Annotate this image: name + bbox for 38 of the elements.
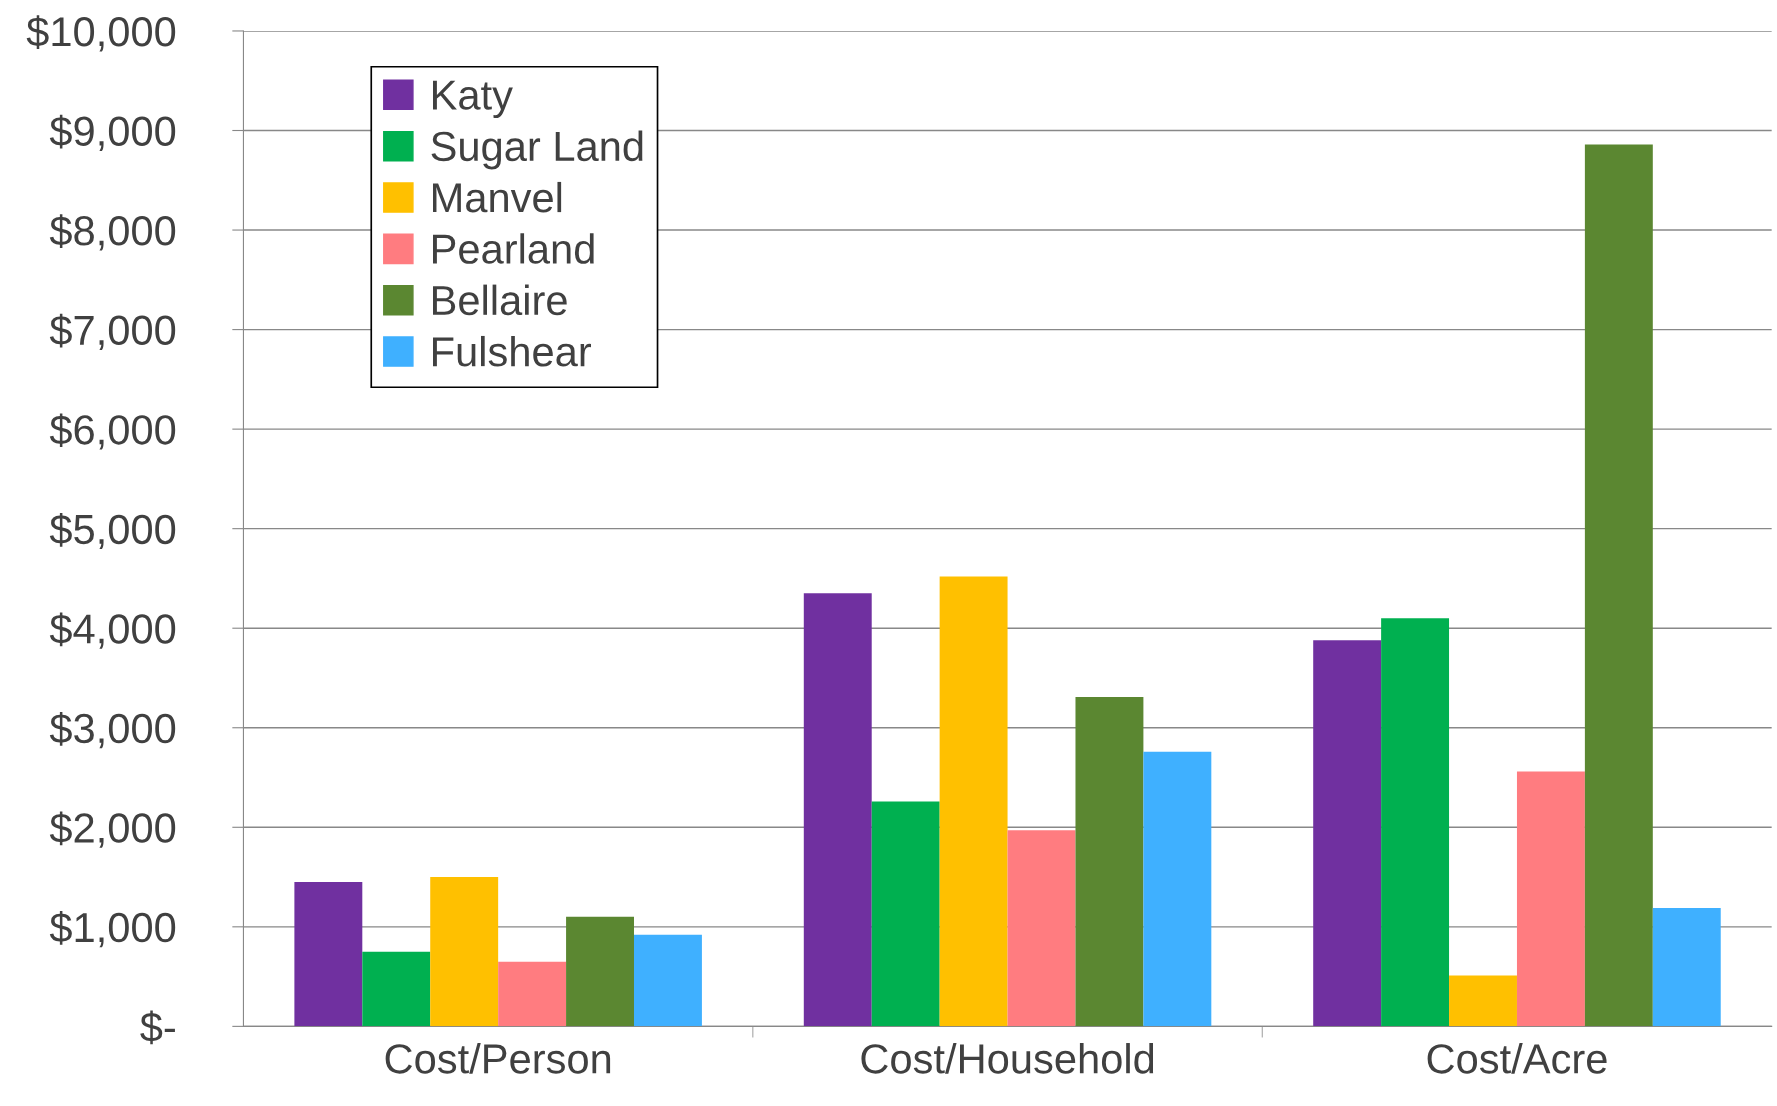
legend-label: Manvel xyxy=(433,181,562,213)
x-tick-label: Cost/Person xyxy=(385,1043,611,1074)
legend-label: Pearland xyxy=(433,233,594,264)
bar xyxy=(566,916,634,1027)
bar xyxy=(1143,751,1212,1027)
y-tick-label: $2,000 xyxy=(49,811,176,848)
bar xyxy=(362,951,431,1027)
legend-label: Katy xyxy=(433,80,513,119)
legend-label: Bellaire xyxy=(433,284,567,316)
y-tick-label: $4,000 xyxy=(49,612,176,649)
bar xyxy=(1007,830,1076,1027)
bar xyxy=(294,882,363,1027)
bar xyxy=(633,934,702,1027)
bar xyxy=(498,961,567,1027)
bar xyxy=(1313,640,1382,1027)
bar xyxy=(803,593,872,1027)
bar xyxy=(1381,618,1450,1027)
bar xyxy=(1449,975,1517,1027)
bar xyxy=(1516,771,1585,1027)
legend-label: Sugar Land xyxy=(431,130,643,170)
y-tick-label: $- xyxy=(140,1010,175,1045)
y-tick-label: $10,000 xyxy=(26,15,176,52)
bar xyxy=(939,576,1008,1027)
bar xyxy=(871,801,940,1027)
y-tick-label: $6,000 xyxy=(49,413,176,450)
bar xyxy=(1652,907,1721,1027)
bar xyxy=(1584,144,1653,1027)
y-tick-label: $7,000 xyxy=(49,313,176,351)
legend-label: Fulshear xyxy=(433,335,592,367)
x-tick-label: Cost/Household xyxy=(861,1043,1154,1074)
bar xyxy=(1075,696,1144,1027)
y-tick-label: $1,000 xyxy=(49,911,176,948)
y-tick-label: $3,000 xyxy=(49,712,176,749)
y-tick-label: $9,000 xyxy=(49,114,176,151)
bar xyxy=(430,877,499,1027)
y-tick-label: $5,000 xyxy=(49,512,176,550)
x-tick-label: Cost/Acre xyxy=(1427,1043,1607,1074)
y-tick-label: $8,000 xyxy=(49,214,176,251)
